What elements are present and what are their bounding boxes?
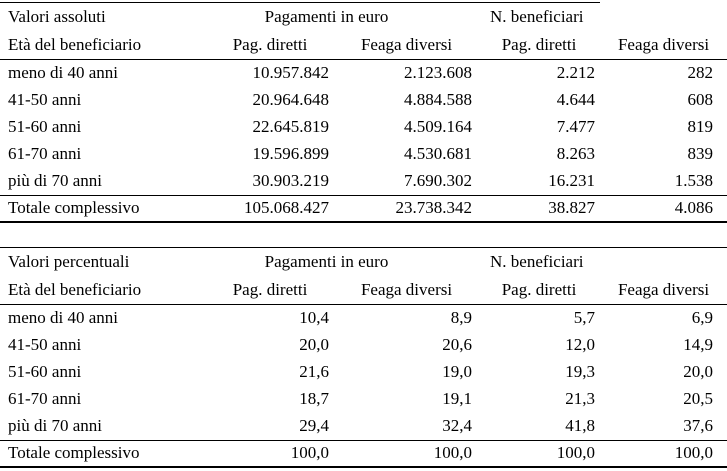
row-label: 51-60 anni <box>8 362 82 382</box>
valori-assoluti-table: Valori assoluti Pagamenti in euro N. ben… <box>0 2 727 223</box>
value-cell: 12,0 <box>565 335 596 355</box>
row-label: 61-70 anni <box>8 144 82 164</box>
value-cell: 20,0 <box>683 362 714 382</box>
value-cell: 819 <box>687 117 714 137</box>
column-header-row: Età del beneficiario Pag. diretti Feaga … <box>0 31 727 60</box>
total-label: Totale complessivo <box>0 195 205 223</box>
total-value: 105.068.427 <box>205 195 335 223</box>
col-header-pag-diretti-benef: Pag. diretti <box>478 276 601 305</box>
col-header-pag-diretti-benef: Pag. diretti <box>478 31 601 60</box>
valori-percentuali-table: Valori percentuali Pagamenti in euro N. … <box>0 247 727 468</box>
value-cell: 14,9 <box>683 335 714 355</box>
group-header-row: Valori assoluti Pagamenti in euro N. ben… <box>0 2 727 32</box>
table-row: 51-60 anni 21,6 19,0 19,3 20,0 <box>0 359 727 386</box>
table-row: 61-70 anni 18,7 19,1 21,3 20,5 <box>0 386 727 413</box>
total-value: 38.827 <box>478 195 601 223</box>
table-row: 41-50 anni 20.964.648 4.884.588 4.644 60… <box>0 87 727 114</box>
row-label: più di 70 anni <box>8 416 102 436</box>
value-cell: 19.596.899 <box>252 144 330 164</box>
value-cell: 4.884.588 <box>404 90 473 110</box>
total-value: 100,0 <box>335 440 479 468</box>
value-cell: 21,6 <box>299 362 329 382</box>
table-title: Valori percentuali <box>0 247 205 276</box>
value-cell: 6,9 <box>691 308 714 328</box>
value-cell: 20,5 <box>683 389 714 409</box>
total-value: 4.086 <box>600 195 727 223</box>
row-label: 51-60 anni <box>8 117 82 137</box>
value-cell: 4.530.681 <box>404 144 473 164</box>
row-label: 61-70 anni <box>8 389 82 409</box>
table-row: 41-50 anni 20,0 20,6 12,0 14,9 <box>0 332 727 359</box>
spacer-cell <box>600 3 727 32</box>
total-row: Totale complessivo 100,0 100,0 100,0 100… <box>0 440 727 468</box>
row-header-label: Età del beneficiario <box>0 276 205 305</box>
group-header-n-beneficiari: N. beneficiari <box>478 247 601 276</box>
group-header-pagamenti-euro: Pagamenti in euro <box>205 247 479 276</box>
col-header-feaga-diversi-euro: Feaga diversi <box>335 276 479 305</box>
table-row: più di 70 anni 29,4 32,4 41,8 37,6 <box>0 413 727 441</box>
row-label: più di 70 anni <box>8 171 102 191</box>
value-cell: 8,9 <box>450 308 473 328</box>
col-header-pag-diretti-euro: Pag. diretti <box>205 31 335 60</box>
table-row: più di 70 anni 30.903.219 7.690.302 16.2… <box>0 168 727 196</box>
col-header-feaga-diversi-benef: Feaga diversi <box>600 276 727 305</box>
table-row: 51-60 anni 22.645.819 4.509.164 7.477 81… <box>0 114 727 141</box>
table-row: meno di 40 anni 10,4 8,9 5,7 6,9 <box>0 305 727 333</box>
row-label: 41-50 anni <box>8 90 82 110</box>
value-cell: 7.477 <box>556 117 596 137</box>
col-header-feaga-diversi-euro: Feaga diversi <box>335 31 479 60</box>
group-header-row: Valori percentuali Pagamenti in euro N. … <box>0 247 727 276</box>
spacer-cell <box>600 247 727 276</box>
value-cell: 10.957.842 <box>252 63 330 83</box>
total-value: 100,0 <box>478 440 601 468</box>
group-header-pagamenti-euro: Pagamenti in euro <box>205 2 479 31</box>
value-cell: 16.231 <box>548 171 596 191</box>
column-header-row: Età del beneficiario Pag. diretti Feaga … <box>0 276 727 305</box>
value-cell: 8.263 <box>556 144 596 164</box>
value-cell: 29,4 <box>299 416 329 436</box>
table-row: 61-70 anni 19.596.899 4.530.681 8.263 83… <box>0 141 727 168</box>
value-cell: 19,0 <box>442 362 473 382</box>
col-header-pag-diretti-euro: Pag. diretti <box>205 276 335 305</box>
value-cell: 5,7 <box>573 308 596 328</box>
total-value: 100,0 <box>600 440 727 468</box>
row-header-label: Età del beneficiario <box>0 31 205 60</box>
col-header-feaga-diversi-benef: Feaga diversi <box>600 31 727 60</box>
group-header-n-beneficiari: N. beneficiari <box>478 2 601 31</box>
value-cell: 839 <box>687 144 714 164</box>
value-cell: 19,1 <box>442 389 473 409</box>
total-row: Totale complessivo 105.068.427 23.738.34… <box>0 195 727 223</box>
value-cell: 282 <box>687 63 714 83</box>
value-cell: 7.690.302 <box>404 171 473 191</box>
value-cell: 18,7 <box>299 389 329 409</box>
value-cell: 41,8 <box>565 416 596 436</box>
value-cell: 19,3 <box>565 362 596 382</box>
total-value: 100,0 <box>205 440 335 468</box>
row-label: meno di 40 anni <box>8 308 119 328</box>
table-title: Valori assoluti <box>0 2 205 31</box>
value-cell: 4.509.164 <box>404 117 473 137</box>
total-label: Totale complessivo <box>0 440 205 468</box>
value-cell: 4.644 <box>556 90 596 110</box>
row-label: meno di 40 anni <box>8 63 119 83</box>
value-cell: 32,4 <box>442 416 473 436</box>
value-cell: 608 <box>687 90 714 110</box>
total-value: 23.738.342 <box>335 195 479 223</box>
value-cell: 20,0 <box>299 335 329 355</box>
table-row: meno di 40 anni 10.957.842 2.123.608 2.2… <box>0 60 727 88</box>
value-cell: 30.903.219 <box>252 171 330 191</box>
value-cell: 2.123.608 <box>404 63 473 83</box>
value-cell: 37,6 <box>683 416 714 436</box>
value-cell: 20,6 <box>442 335 473 355</box>
value-cell: 2.212 <box>556 63 596 83</box>
value-cell: 1.538 <box>674 171 714 191</box>
row-label: 41-50 anni <box>8 335 82 355</box>
value-cell: 22.645.819 <box>252 117 330 137</box>
value-cell: 10,4 <box>299 308 329 328</box>
value-cell: 21,3 <box>565 389 596 409</box>
value-cell: 20.964.648 <box>252 90 330 110</box>
